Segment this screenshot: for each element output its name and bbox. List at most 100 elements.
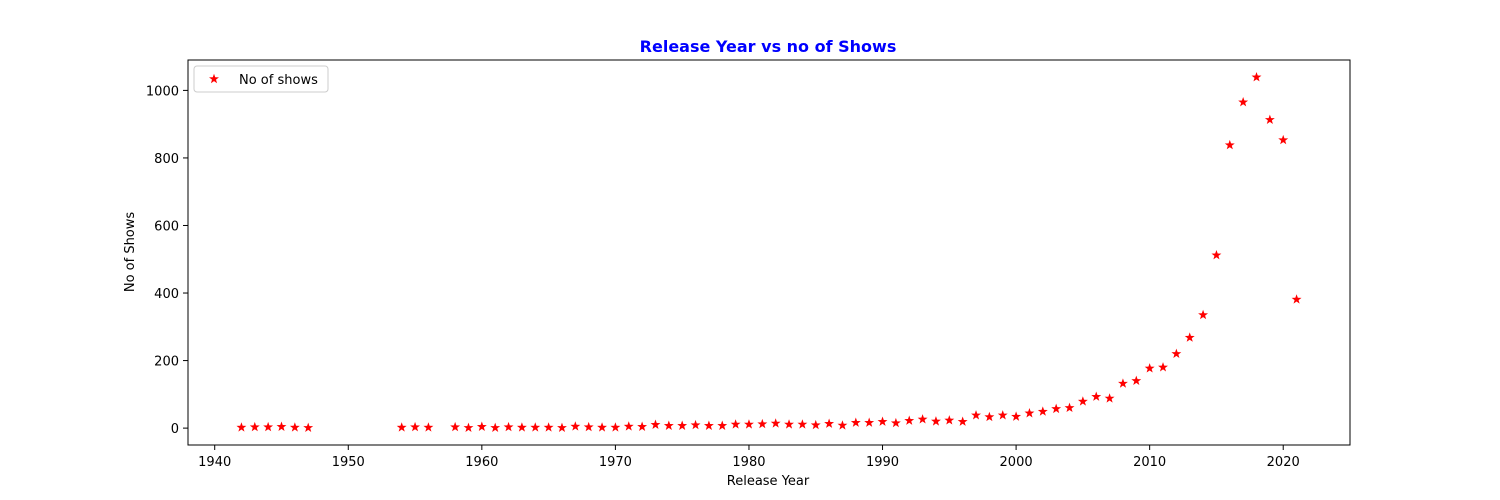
data-point xyxy=(637,421,648,431)
data-point xyxy=(236,422,247,432)
data-point xyxy=(1211,250,1222,260)
data-point xyxy=(1224,139,1235,150)
y-axis: 0 200 400 600 800 1000 xyxy=(146,84,188,437)
data-point xyxy=(864,417,875,427)
data-point xyxy=(770,418,781,428)
data-point xyxy=(570,421,581,431)
x-tick-label: 1970 xyxy=(599,455,632,470)
data-point xyxy=(1104,393,1115,403)
scatter-points xyxy=(236,72,1302,432)
data-point xyxy=(971,410,981,420)
x-tick-label: 1950 xyxy=(332,455,365,470)
data-point xyxy=(877,416,888,426)
legend-label: No of shows xyxy=(239,73,318,88)
data-point xyxy=(810,419,821,430)
data-point xyxy=(610,422,621,432)
data-point xyxy=(396,422,407,432)
data-point xyxy=(917,414,928,424)
data-point xyxy=(1171,348,1182,359)
x-axis-label: Release Year xyxy=(727,474,810,489)
data-point xyxy=(890,417,901,428)
data-point xyxy=(984,411,995,422)
data-point xyxy=(1264,114,1275,124)
data-point xyxy=(690,419,701,430)
data-point xyxy=(1184,332,1195,342)
data-point xyxy=(1091,391,1102,401)
data-point xyxy=(703,420,714,430)
data-point xyxy=(490,422,501,432)
x-tick-label: 1990 xyxy=(866,455,899,470)
data-point xyxy=(650,419,661,429)
data-point xyxy=(423,422,434,432)
data-point xyxy=(410,421,420,432)
data-point xyxy=(957,416,968,426)
y-tick-label: 600 xyxy=(154,219,179,234)
x-tick-label: 2000 xyxy=(1000,455,1033,470)
data-point xyxy=(503,421,514,432)
legend: No of shows xyxy=(193,65,329,93)
data-point xyxy=(1064,402,1075,413)
data-point xyxy=(824,418,835,428)
data-point xyxy=(276,421,287,431)
data-point xyxy=(1278,134,1289,145)
data-point xyxy=(1238,97,1249,107)
data-point xyxy=(717,420,728,430)
data-point xyxy=(784,419,794,429)
data-point xyxy=(1024,408,1035,418)
data-point xyxy=(837,420,848,430)
data-point xyxy=(583,421,594,432)
data-point xyxy=(797,419,808,429)
data-point xyxy=(997,410,1008,420)
data-point xyxy=(1144,363,1155,373)
data-point xyxy=(597,422,607,432)
y-tick-label: 800 xyxy=(154,152,179,167)
data-point xyxy=(730,419,741,429)
data-point xyxy=(1158,362,1168,372)
x-axis: 1940 1950 1960 1970 1980 1990 2000 2010 2020 xyxy=(198,445,1300,470)
legend-star-marker xyxy=(209,73,219,84)
y-axis-label: No of Shows xyxy=(123,212,138,293)
data-point xyxy=(944,415,955,425)
data-point xyxy=(1077,396,1088,406)
x-tick-label: 1980 xyxy=(732,455,765,470)
legend-box xyxy=(193,65,329,93)
data-point xyxy=(1131,375,1142,386)
data-point xyxy=(289,422,300,432)
data-point xyxy=(450,421,461,432)
y-tick-label: 0 xyxy=(171,422,179,437)
data-point xyxy=(530,422,541,432)
data-point xyxy=(904,415,915,425)
data-point xyxy=(677,420,688,430)
data-point xyxy=(303,422,314,432)
x-tick-label: 2020 xyxy=(1267,455,1300,470)
data-point xyxy=(1037,406,1048,416)
y-tick-label: 1000 xyxy=(146,84,179,99)
data-point xyxy=(1118,378,1128,388)
data-point xyxy=(757,418,768,429)
data-point xyxy=(1051,403,1062,414)
data-point xyxy=(516,422,527,432)
y-tick-label: 400 xyxy=(154,287,179,302)
data-point xyxy=(543,422,554,432)
data-point xyxy=(850,417,861,427)
data-point xyxy=(263,421,274,432)
x-tick-label: 2010 xyxy=(1133,455,1166,470)
data-point xyxy=(623,421,634,431)
data-point xyxy=(1011,411,1022,421)
data-point xyxy=(744,419,754,429)
data-point xyxy=(1251,72,1262,82)
data-point xyxy=(1198,309,1209,320)
plot-frame xyxy=(187,59,1351,446)
data-point xyxy=(249,421,260,432)
chart-title: Release Year vs no of Shows xyxy=(640,37,897,56)
data-point xyxy=(557,422,567,432)
x-tick-label: 1960 xyxy=(465,455,498,470)
x-tick-label: 1940 xyxy=(198,455,231,470)
data-point xyxy=(931,416,941,426)
legend-star-icon xyxy=(209,73,219,84)
data-point xyxy=(463,422,474,432)
data-point xyxy=(476,421,487,431)
y-tick-label: 200 xyxy=(154,355,179,370)
